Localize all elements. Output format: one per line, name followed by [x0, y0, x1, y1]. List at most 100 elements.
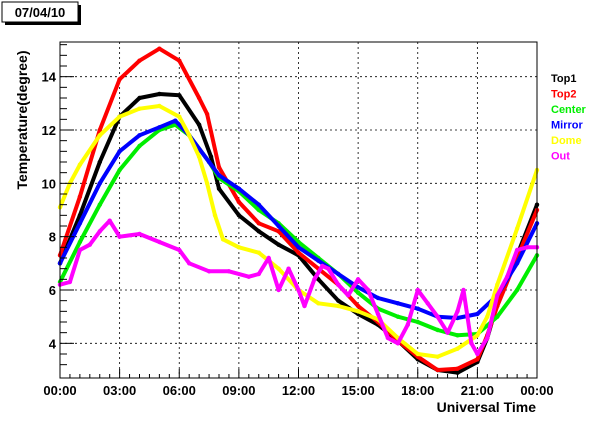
- series-top1-point: [196, 122, 202, 127]
- series-dome-point: [177, 114, 182, 119]
- series-out-point: [206, 269, 212, 274]
- series-dome-point: [475, 333, 480, 338]
- y-axis-title: Temperature(degree): [14, 50, 30, 189]
- series-dome-point: [355, 309, 361, 314]
- series-out-point: [385, 335, 391, 341]
- series-mirror-point: [355, 285, 361, 290]
- series-dome-point: [435, 354, 440, 359]
- series-top1-point: [455, 370, 460, 375]
- series-mirror-point: [77, 221, 83, 226]
- series-top2-point: [117, 77, 122, 82]
- series-dome-point: [455, 346, 460, 351]
- y-tick-label: 10: [42, 176, 56, 191]
- series-dome-point: [77, 162, 83, 167]
- series-mirror-point: [276, 223, 281, 229]
- series-center-point: [415, 319, 420, 325]
- series-out-point: [312, 277, 317, 282]
- series-out-point: [445, 330, 450, 335]
- series-top2-point: [296, 250, 301, 255]
- legend-entry-dome: Dome: [551, 135, 582, 147]
- x-tick-label: 12:00: [282, 383, 315, 398]
- series-mirror-point: [296, 245, 301, 250]
- series-top2-point: [196, 95, 202, 101]
- y-tick-label: 8: [49, 230, 56, 245]
- series-center-point: [395, 314, 401, 319]
- series-center-point: [77, 239, 83, 245]
- series-out-point: [469, 341, 474, 346]
- series-dome-point: [276, 266, 281, 271]
- legend: Top1 Top2 Center Mirror Dome Out: [551, 73, 587, 163]
- series-mirror-point: [137, 133, 142, 138]
- series-out-point: [365, 287, 371, 293]
- series-out-point: [286, 266, 291, 271]
- series-center-point: [296, 239, 301, 245]
- x-tick-label: 03:00: [103, 383, 136, 398]
- series-dome-point: [485, 314, 490, 319]
- series-dome-point: [236, 245, 242, 250]
- series-out-point: [435, 314, 440, 319]
- title-box-shadow-bottom: [5, 22, 81, 25]
- axis-ticks: 00:00 03:00 06:00 09:00 12:00 15:00 18:00 21:00…: [42, 44, 554, 398]
- series-top2-point: [77, 194, 83, 199]
- series-dome-point: [495, 282, 500, 287]
- series-mirror-point: [475, 311, 480, 317]
- y-tick-label: 4: [49, 336, 57, 351]
- series-out-point: [485, 335, 490, 341]
- series-out-point: [320, 263, 325, 269]
- title-box-shadow-right: [78, 5, 81, 25]
- series-out-point: [475, 351, 480, 357]
- series-top2-point: [137, 58, 142, 63]
- series-out-point: [177, 247, 182, 253]
- series-top1-point: [177, 93, 182, 98]
- series-dome-point: [220, 237, 226, 242]
- series-center-point: [117, 167, 122, 173]
- series-out-point: [276, 287, 281, 293]
- plot-area-data: [57, 46, 540, 375]
- series-out-point: [97, 229, 103, 234]
- y-tick-label: 12: [42, 123, 56, 138]
- series-mirror-point: [97, 181, 103, 186]
- x-tick-label: 06:00: [163, 383, 196, 398]
- series-out-point: [514, 247, 520, 253]
- series-top2-point: [256, 221, 261, 226]
- series-dome-point: [336, 303, 341, 309]
- series-out-point: [461, 287, 466, 293]
- series-dome-point: [196, 154, 202, 159]
- series-mirror-point: [256, 202, 261, 207]
- series-top1-point: [157, 91, 162, 97]
- series-dome-point: [415, 351, 420, 357]
- series-top1-point: [137, 95, 142, 101]
- series-mirror-point: [117, 149, 122, 154]
- series-top2-point: [216, 165, 222, 170]
- series-center-point: [514, 287, 520, 293]
- series-out-point: [455, 309, 460, 314]
- series-dome-point: [204, 181, 210, 186]
- series-out-point: [117, 234, 122, 239]
- series-out-point: [302, 303, 307, 309]
- y-tick-label: 14: [42, 70, 57, 85]
- series-top2-point: [236, 199, 242, 205]
- series-center-point: [137, 143, 142, 149]
- series-mirror-point: [375, 295, 381, 301]
- series-top2-point: [204, 111, 210, 117]
- series-top2-point: [435, 367, 440, 373]
- series-dome-point: [157, 103, 162, 109]
- series-top2-point: [97, 127, 103, 133]
- series-top1-point: [256, 229, 261, 234]
- series-top1-point: [336, 298, 341, 303]
- series-dome-point: [187, 133, 192, 138]
- series-mirror-point: [395, 301, 401, 306]
- series-out-point: [77, 247, 83, 253]
- series-mirror-point: [206, 159, 212, 165]
- x-tick-label: 00:00: [43, 383, 76, 398]
- series-out-point: [266, 255, 271, 261]
- series-mirror-point: [157, 125, 162, 130]
- series-out-point: [425, 301, 430, 306]
- series-dome-point: [97, 133, 103, 138]
- x-axis-title: Universal Time: [437, 399, 537, 415]
- series-top1-point: [236, 213, 242, 218]
- legend-entry-mirror: Mirror: [551, 120, 584, 132]
